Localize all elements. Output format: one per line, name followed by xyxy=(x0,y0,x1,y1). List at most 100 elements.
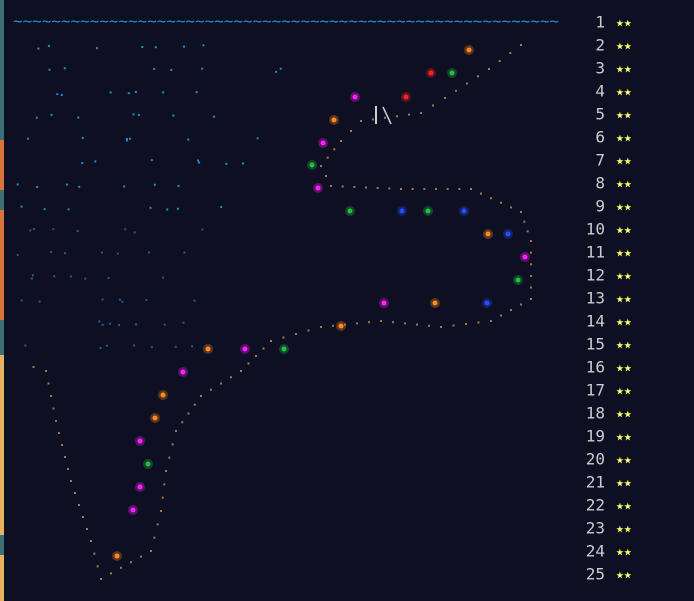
lighthouse xyxy=(375,106,377,124)
sky-dot xyxy=(124,228,127,231)
path-dot xyxy=(86,528,88,530)
sky-dot xyxy=(127,92,130,95)
light xyxy=(137,484,143,490)
sky-dot xyxy=(153,67,156,70)
path-dot xyxy=(498,60,501,62)
day-number: 22 xyxy=(586,496,605,515)
path-dot xyxy=(326,156,329,159)
sky-dot xyxy=(150,159,153,162)
path-dot xyxy=(32,366,35,368)
light xyxy=(180,369,186,375)
path-dot xyxy=(365,186,367,189)
day-stars: ★★ xyxy=(616,499,632,514)
day-row[interactable]: 19 ★★ xyxy=(586,427,632,446)
light xyxy=(461,208,467,214)
path-dot xyxy=(440,326,442,328)
sky-dot xyxy=(84,277,87,280)
day-row[interactable]: 9 ★★ xyxy=(595,197,631,216)
day-stars: ★★ xyxy=(616,246,632,261)
path-dot xyxy=(120,566,122,569)
sky-dot xyxy=(133,231,136,234)
path-dot xyxy=(78,504,80,506)
path-dot xyxy=(423,188,426,190)
sky-dot xyxy=(24,344,27,347)
day-number: 23 xyxy=(586,519,605,538)
day-row[interactable]: 16 ★★ xyxy=(586,358,632,377)
sky-dot xyxy=(183,251,186,254)
day-row[interactable]: 8 ★★ xyxy=(595,174,631,193)
light xyxy=(381,300,387,306)
path-dot xyxy=(490,197,492,200)
path-dot xyxy=(350,130,352,132)
sky-dot xyxy=(50,251,53,254)
sky-dot xyxy=(116,252,119,255)
day-row[interactable]: 21 ★★ xyxy=(586,473,632,492)
sky-dot xyxy=(154,46,157,49)
path-dot xyxy=(404,322,406,325)
sky-dot xyxy=(81,162,84,165)
day-number: 13 xyxy=(586,289,605,308)
sky-dot xyxy=(172,114,175,117)
wave-line: ~~~~~~~~~~~~~~~~~~~~~~~~~~~~~~~~~~~~~~~~… xyxy=(13,14,559,30)
day-row[interactable]: 14 ★★ xyxy=(586,312,632,331)
sky-dot xyxy=(149,206,152,209)
day-stars: ★★ xyxy=(616,177,632,192)
day-row[interactable]: 11 ★★ xyxy=(586,243,632,262)
day-row[interactable]: 7 ★★ xyxy=(595,151,631,170)
path-dot xyxy=(58,432,60,434)
sky-dot xyxy=(96,47,99,50)
path-dot xyxy=(156,523,159,526)
path-dot xyxy=(396,115,398,118)
path-dot xyxy=(520,303,522,306)
sky-dot xyxy=(37,47,40,50)
light xyxy=(403,94,409,100)
sky-dot xyxy=(123,185,126,188)
day-number: 18 xyxy=(586,404,605,423)
day-row[interactable]: 18 ★★ xyxy=(586,404,632,423)
path-dot xyxy=(530,275,532,277)
path-dot xyxy=(477,75,479,78)
day-row[interactable]: 2 ★★ xyxy=(595,36,631,55)
day-row[interactable]: 5 ★★ xyxy=(595,105,631,124)
path-dot xyxy=(500,314,502,317)
day-row[interactable]: 17 ★★ xyxy=(586,381,632,400)
sky-dot xyxy=(182,321,185,324)
day-row[interactable]: 20 ★★ xyxy=(586,450,632,469)
path-dot xyxy=(488,68,490,70)
sky-dot xyxy=(20,299,23,302)
day-row[interactable]: 22 ★★ xyxy=(586,496,632,515)
light xyxy=(160,392,166,398)
day-row[interactable]: 3 ★★ xyxy=(595,59,631,78)
path-dot xyxy=(45,370,47,372)
path-dot xyxy=(100,578,102,580)
day-row[interactable]: 25 ★★ xyxy=(586,565,632,584)
light xyxy=(428,70,434,76)
path-dot xyxy=(150,550,152,552)
path-dot xyxy=(52,407,55,410)
day-number: 24 xyxy=(586,542,605,561)
path-dot xyxy=(530,263,532,266)
sky-dot xyxy=(193,299,196,302)
path-dot xyxy=(187,412,190,415)
day-stars: ★★ xyxy=(616,223,632,238)
sky-dot xyxy=(134,90,137,93)
path-dot xyxy=(70,480,72,482)
day-row[interactable]: 6 ★★ xyxy=(595,128,631,147)
day-number: 14 xyxy=(586,312,605,331)
day-list: 1 ★★ 2 ★★ 3 ★★ 4 ★★ 5 ★★ 6 ★★ 7 ★★ 8 ★★ 9 ★★ 10 ★★ 11 ★★ 12 ★★ 1… xyxy=(586,13,632,584)
sky-dot xyxy=(43,208,46,211)
day-row[interactable]: 23 ★★ xyxy=(586,519,632,538)
day-row[interactable]: 15 ★★ xyxy=(586,335,632,354)
light xyxy=(137,438,143,444)
day-row[interactable]: 4 ★★ xyxy=(595,82,631,101)
day-row[interactable]: 13 ★★ xyxy=(586,289,632,308)
sky-dot xyxy=(132,113,135,116)
day-row[interactable]: 1 ★★ xyxy=(595,13,631,32)
sky-dot xyxy=(50,113,53,116)
sky-dot xyxy=(56,93,59,96)
day-row[interactable]: 24 ★★ xyxy=(586,542,632,561)
path-dot xyxy=(376,187,379,189)
day-row[interactable]: 12 ★★ xyxy=(586,266,632,285)
day-stars: ★★ xyxy=(616,522,632,537)
day-row[interactable]: 10 ★★ xyxy=(586,220,632,239)
